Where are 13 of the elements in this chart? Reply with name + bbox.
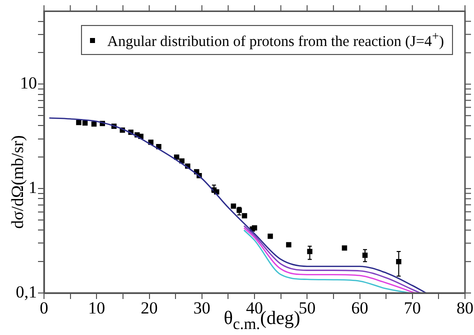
x-tick-label: 80 <box>456 298 474 318</box>
x-tick-label: 30 <box>193 298 210 318</box>
x-tick-label: 50 <box>298 298 316 318</box>
y-tick-label: 0,1 <box>16 282 37 302</box>
y-axis-title: dσ/dΩ(mb/sr) <box>8 134 28 231</box>
x-tick-label: 0 <box>40 298 48 318</box>
x-tick-label: 20 <box>140 298 158 318</box>
y-tick-label: 1 <box>28 178 37 198</box>
legend-label: Angular distribution of protons from the reaction (J=4$^{+}$) <box>107 29 444 52</box>
x-tick-label: 60 <box>351 298 368 318</box>
x-tick-label: 10 <box>88 298 106 318</box>
x-tick-label: 70 <box>404 298 421 318</box>
y-tick-label: 10 <box>20 74 37 93</box>
